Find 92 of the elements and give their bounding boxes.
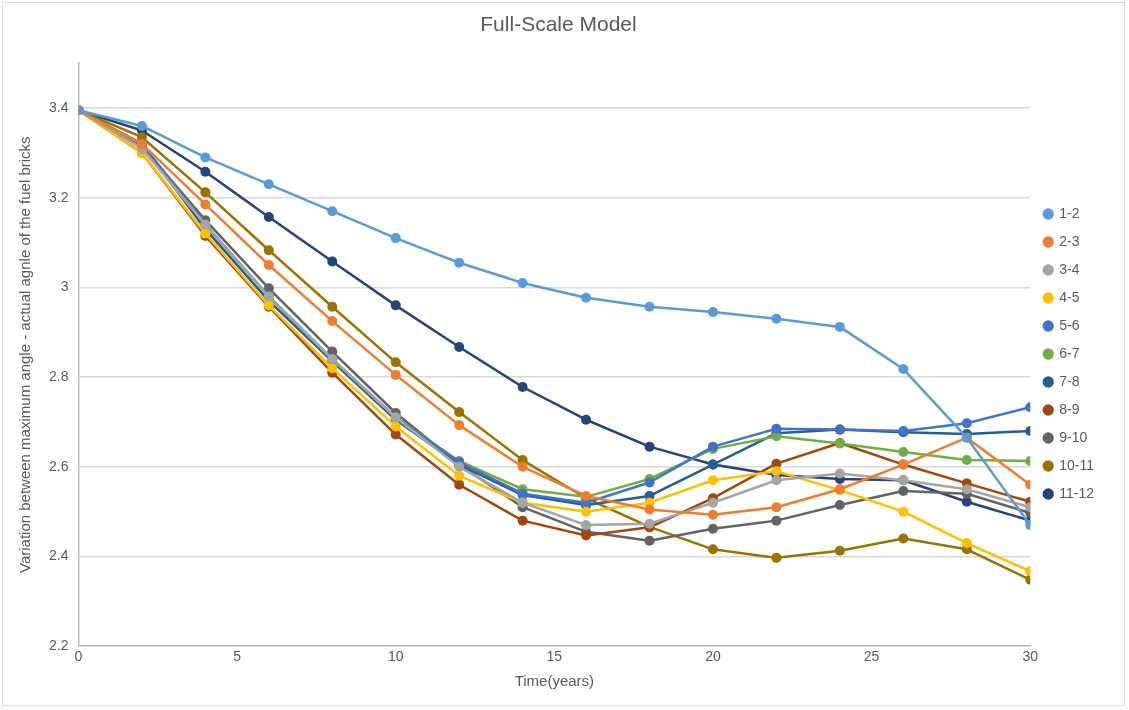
point bbox=[644, 535, 655, 546]
point bbox=[707, 307, 718, 318]
point bbox=[454, 257, 465, 268]
point bbox=[644, 477, 655, 488]
point bbox=[644, 301, 655, 312]
point bbox=[961, 538, 972, 549]
y-tick-label: 2.8 bbox=[48, 367, 69, 384]
legend-label: 3-4 bbox=[1059, 260, 1080, 277]
point bbox=[898, 364, 909, 375]
point bbox=[961, 418, 972, 429]
legend-label: 9-10 bbox=[1059, 428, 1088, 445]
y-tick-label: 3.4 bbox=[48, 98, 69, 115]
x-tick-label: 10 bbox=[387, 648, 404, 665]
legend-label: 10-11 bbox=[1059, 456, 1095, 473]
point bbox=[961, 484, 972, 495]
point bbox=[961, 496, 972, 507]
point bbox=[581, 414, 592, 425]
x-tick-label: 30 bbox=[1022, 648, 1039, 665]
point bbox=[961, 455, 972, 466]
point bbox=[644, 504, 655, 515]
legend-label: 5-6 bbox=[1059, 316, 1080, 333]
point bbox=[327, 316, 338, 327]
point bbox=[581, 506, 592, 517]
point bbox=[327, 206, 338, 217]
legend-label: 1-2 bbox=[1059, 204, 1080, 221]
point bbox=[390, 300, 401, 311]
point bbox=[898, 486, 909, 497]
point bbox=[390, 233, 401, 244]
point bbox=[263, 245, 274, 256]
legend-label: 7-8 bbox=[1059, 372, 1080, 389]
point bbox=[200, 187, 211, 198]
point bbox=[707, 523, 718, 534]
point bbox=[390, 357, 401, 368]
point bbox=[581, 292, 592, 303]
x-tick-label: 15 bbox=[546, 648, 563, 665]
point bbox=[390, 429, 401, 440]
point bbox=[898, 447, 909, 458]
point bbox=[263, 260, 274, 271]
point bbox=[200, 166, 211, 177]
point bbox=[390, 369, 401, 380]
point bbox=[517, 515, 528, 526]
point bbox=[454, 342, 465, 353]
y-tick-label: 2.2 bbox=[48, 637, 69, 654]
point bbox=[898, 506, 909, 517]
point bbox=[200, 199, 211, 210]
point bbox=[454, 407, 465, 418]
point bbox=[707, 509, 718, 520]
point bbox=[390, 421, 401, 432]
point bbox=[517, 381, 528, 392]
point bbox=[771, 502, 782, 513]
point bbox=[327, 256, 338, 267]
x-axis-title: Time(years) bbox=[514, 672, 595, 690]
point bbox=[327, 301, 338, 312]
point bbox=[200, 152, 211, 163]
point bbox=[771, 515, 782, 526]
point bbox=[263, 212, 274, 223]
chart-title: Full-Scale Model bbox=[480, 12, 637, 36]
point bbox=[263, 179, 274, 190]
point bbox=[834, 321, 845, 332]
legend-label: 4-5 bbox=[1059, 288, 1080, 305]
legend-label: 11-12 bbox=[1059, 484, 1095, 501]
point bbox=[581, 520, 592, 531]
point bbox=[517, 461, 528, 472]
y-tick-label: 3 bbox=[60, 278, 69, 295]
x-tick-label: 0 bbox=[74, 648, 83, 665]
point bbox=[327, 363, 338, 374]
point bbox=[581, 530, 592, 541]
point bbox=[771, 552, 782, 563]
point bbox=[454, 479, 465, 490]
point bbox=[898, 533, 909, 544]
y-axis-title: Variation between maximum angle - actual agnle of the fuel bricks bbox=[16, 136, 34, 574]
x-tick-label: 5 bbox=[233, 648, 242, 665]
point bbox=[707, 475, 718, 486]
point bbox=[454, 420, 465, 431]
point bbox=[771, 313, 782, 324]
y-tick-label: 2.4 bbox=[48, 547, 69, 564]
x-tick-label: 25 bbox=[863, 648, 880, 665]
point bbox=[517, 277, 528, 288]
point bbox=[707, 544, 718, 555]
point bbox=[644, 441, 655, 452]
point bbox=[454, 470, 465, 481]
legend-label: 6-7 bbox=[1059, 344, 1080, 361]
point bbox=[834, 545, 845, 556]
x-tick-label: 20 bbox=[705, 648, 721, 665]
point bbox=[707, 497, 718, 508]
legend-label: 8-9 bbox=[1059, 400, 1080, 417]
point bbox=[136, 120, 147, 131]
y-tick-label: 3.2 bbox=[48, 188, 69, 205]
y-tick-label: 2.6 bbox=[48, 457, 69, 474]
point bbox=[834, 499, 845, 510]
point bbox=[834, 468, 845, 479]
legend-label: 2-3 bbox=[1059, 232, 1080, 249]
